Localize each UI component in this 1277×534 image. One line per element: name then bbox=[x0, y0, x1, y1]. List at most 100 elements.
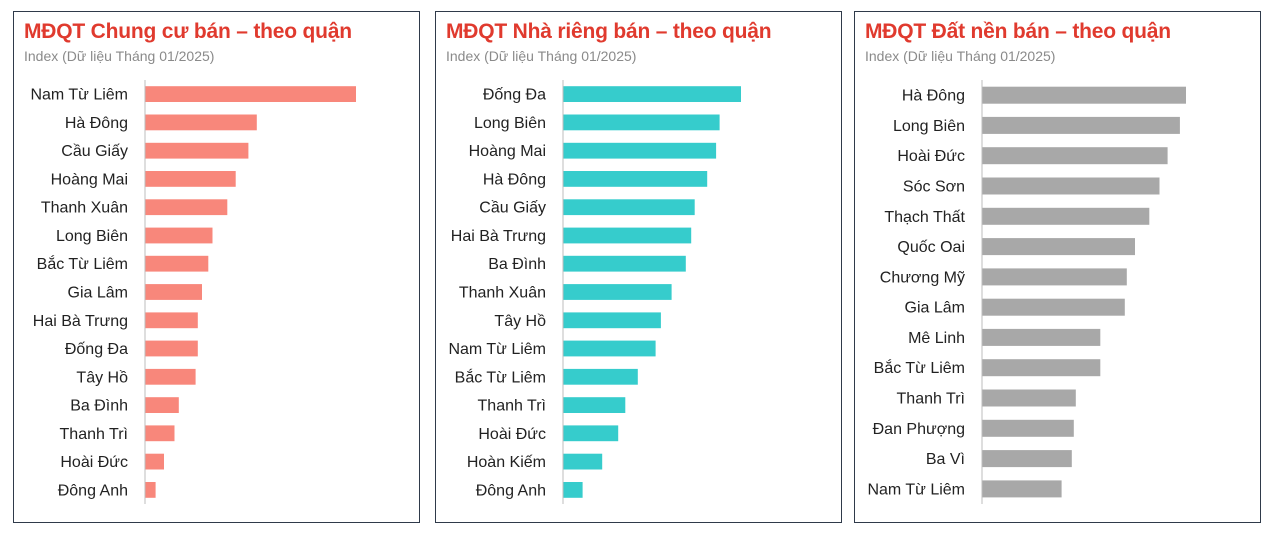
category-label: Nam Từ Liêm bbox=[30, 87, 128, 104]
chart-subtitle: Index (Dữ liệu Tháng 01/2025) bbox=[865, 48, 1056, 64]
category-label: Bắc Từ Liêm bbox=[455, 367, 546, 386]
bar-chart: Hà Đông Long Biên Hoài Đức Sóc Sơn Thạch Thấ… bbox=[867, 80, 1186, 504]
category-label: Cầu Giấy bbox=[479, 200, 546, 217]
bar bbox=[563, 425, 619, 442]
category-label: Thanh Trì bbox=[897, 391, 965, 408]
bar bbox=[145, 368, 196, 385]
chart-panel-apartment: MĐQT Chung cư bán – theo quận Index (Dữ … bbox=[13, 11, 420, 523]
category-label: Đống Đa bbox=[483, 87, 546, 104]
category-label: Hà Đông bbox=[65, 115, 128, 132]
category-label: Thạch Thất bbox=[884, 209, 965, 226]
bar bbox=[563, 227, 692, 244]
category-label: Hoàn Kiếm bbox=[467, 454, 546, 471]
bar bbox=[563, 171, 708, 187]
bar bbox=[563, 199, 695, 216]
bar bbox=[982, 268, 1127, 286]
chart-title: MĐQT Chung cư bán – theo quận bbox=[24, 20, 352, 43]
category-label: Tây Hồ bbox=[494, 313, 546, 330]
bar bbox=[982, 147, 1168, 165]
bar bbox=[145, 312, 198, 329]
category-label: Hai Bà Trưng bbox=[451, 228, 546, 245]
category-label: Bắc Từ Liêm bbox=[37, 254, 128, 273]
bar bbox=[982, 86, 1186, 104]
chart-title: MĐQT Nhà riêng bán – theo quận bbox=[446, 20, 772, 43]
bar bbox=[563, 397, 626, 413]
category-label: Gia Lâm bbox=[68, 285, 128, 302]
chart-subtitle: Index (Dữ liệu Tháng 01/2025) bbox=[24, 48, 215, 64]
bar bbox=[982, 207, 1150, 225]
category-label: Long Biên bbox=[474, 115, 546, 132]
bar bbox=[982, 328, 1101, 346]
category-label: Long Biên bbox=[893, 118, 965, 135]
category-label: Tây Hồ bbox=[76, 369, 128, 386]
bar bbox=[982, 480, 1062, 498]
bar bbox=[982, 177, 1160, 195]
category-label: Hà Đông bbox=[902, 88, 965, 105]
category-label: Sóc Sơn bbox=[903, 179, 965, 196]
bar bbox=[982, 450, 1072, 468]
bar bbox=[982, 298, 1125, 316]
category-label: Hai Bà Trưng bbox=[33, 313, 128, 330]
category-label: Hoàng Mai bbox=[51, 171, 128, 188]
category-label: Đông Anh bbox=[58, 482, 128, 499]
bar bbox=[145, 397, 179, 413]
bar bbox=[145, 171, 236, 187]
category-label: Mê Linh bbox=[908, 330, 965, 347]
bar bbox=[145, 453, 164, 470]
category-label: Nam Từ Liêm bbox=[448, 341, 546, 358]
bar bbox=[145, 86, 356, 102]
bar bbox=[982, 238, 1135, 256]
category-label: Hoàng Mai bbox=[469, 143, 546, 160]
category-label: Thanh Trì bbox=[60, 426, 128, 443]
bar bbox=[563, 482, 583, 498]
chart-title: MĐQT Đất nền bán – theo quận bbox=[865, 20, 1171, 43]
chart-panel-land: MĐQT Đất nền bán – theo quận Index (Dữ l… bbox=[854, 11, 1261, 523]
category-label: Hoài Đức bbox=[60, 454, 128, 471]
bar bbox=[982, 389, 1076, 407]
category-label: Bắc Từ Liêm bbox=[874, 358, 965, 377]
bar bbox=[563, 114, 720, 131]
category-label: Chương Mỹ bbox=[880, 269, 965, 286]
bar bbox=[145, 199, 228, 216]
bar bbox=[982, 419, 1074, 437]
bar bbox=[563, 255, 686, 272]
bar bbox=[145, 255, 209, 272]
bar-chart: Đống Đa Long Biên Hoàng Mai Hà Đông Cầu Giấy… bbox=[448, 80, 741, 504]
category-label: Ba Đình bbox=[70, 398, 128, 415]
bar bbox=[563, 86, 741, 102]
bar bbox=[145, 482, 156, 498]
category-label: Đan Phượng bbox=[873, 421, 965, 438]
bar bbox=[563, 142, 717, 159]
category-label: Nam Từ Liêm bbox=[867, 481, 965, 498]
bar-chart: Nam Từ Liêm Hà Đông Cầu Giấy Hoàng Mai Thanh… bbox=[30, 80, 356, 504]
category-label: Thanh Xuân bbox=[459, 285, 546, 302]
category-label: Hà Đông bbox=[483, 171, 546, 188]
bar bbox=[145, 340, 198, 357]
category-label: Hoài Đức bbox=[897, 148, 965, 165]
bar bbox=[982, 116, 1180, 134]
bar bbox=[145, 284, 202, 300]
category-label: Đống Đa bbox=[65, 341, 128, 358]
bar bbox=[145, 114, 257, 131]
category-label: Đông Anh bbox=[476, 482, 546, 499]
category-label: Quốc Oai bbox=[897, 239, 965, 256]
bar bbox=[563, 312, 661, 329]
category-label: Long Biên bbox=[56, 228, 128, 245]
chart-panel-house: MĐQT Nhà riêng bán – theo quận Index (Dữ… bbox=[435, 11, 842, 523]
bar bbox=[982, 359, 1101, 377]
category-label: Ba Đình bbox=[488, 256, 546, 273]
bar bbox=[563, 453, 603, 470]
bar bbox=[563, 284, 672, 300]
category-label: Thanh Xuân bbox=[41, 200, 128, 217]
bar bbox=[563, 368, 638, 385]
chart-subtitle: Index (Dữ liệu Tháng 01/2025) bbox=[446, 48, 637, 64]
bar bbox=[145, 425, 175, 442]
category-label: Gia Lâm bbox=[905, 300, 965, 317]
category-label: Thanh Trì bbox=[478, 398, 546, 415]
bar bbox=[563, 340, 656, 357]
bar bbox=[145, 227, 213, 244]
category-label: Hoài Đức bbox=[478, 426, 546, 443]
category-label: Ba Vì bbox=[926, 451, 965, 468]
bar bbox=[145, 142, 249, 159]
category-label: Cầu Giấy bbox=[61, 143, 128, 160]
